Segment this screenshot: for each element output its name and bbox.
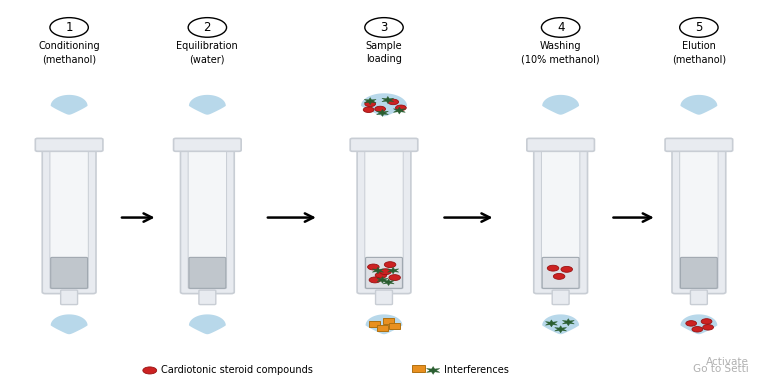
Circle shape — [143, 367, 157, 374]
FancyBboxPatch shape — [680, 258, 717, 289]
Circle shape — [188, 18, 227, 37]
Circle shape — [561, 267, 572, 272]
Circle shape — [548, 265, 559, 271]
Polygon shape — [364, 98, 376, 105]
FancyBboxPatch shape — [552, 290, 569, 305]
Circle shape — [703, 325, 713, 330]
Text: Interferences: Interferences — [444, 365, 508, 376]
FancyBboxPatch shape — [180, 142, 234, 294]
Polygon shape — [680, 95, 717, 115]
Polygon shape — [554, 326, 567, 333]
FancyBboxPatch shape — [527, 138, 594, 151]
Polygon shape — [51, 95, 88, 115]
Circle shape — [363, 107, 374, 113]
FancyBboxPatch shape — [51, 258, 88, 289]
Circle shape — [554, 274, 565, 279]
FancyBboxPatch shape — [383, 318, 394, 324]
Text: Activate: Activate — [706, 356, 749, 367]
Circle shape — [369, 277, 381, 283]
Text: 2: 2 — [204, 21, 211, 34]
FancyBboxPatch shape — [542, 258, 579, 289]
Circle shape — [379, 269, 391, 275]
Circle shape — [692, 327, 703, 332]
Text: Conditioning
(methanol): Conditioning (methanol) — [38, 41, 100, 64]
FancyBboxPatch shape — [377, 325, 388, 331]
FancyBboxPatch shape — [376, 290, 392, 305]
Circle shape — [389, 275, 400, 281]
FancyBboxPatch shape — [541, 149, 580, 289]
Polygon shape — [542, 95, 579, 115]
Circle shape — [365, 18, 403, 37]
FancyBboxPatch shape — [534, 142, 588, 294]
FancyBboxPatch shape — [366, 258, 402, 289]
Polygon shape — [189, 95, 226, 115]
Circle shape — [375, 106, 386, 112]
Polygon shape — [366, 314, 402, 334]
Text: Go to Setti: Go to Setti — [693, 364, 749, 374]
Text: Washing
(10% methanol): Washing (10% methanol) — [521, 41, 600, 64]
FancyBboxPatch shape — [690, 290, 707, 305]
FancyBboxPatch shape — [199, 290, 216, 305]
Polygon shape — [562, 319, 574, 326]
Polygon shape — [376, 109, 389, 116]
Polygon shape — [545, 320, 558, 327]
Text: 4: 4 — [557, 21, 564, 34]
Circle shape — [384, 262, 396, 268]
FancyBboxPatch shape — [365, 149, 403, 289]
FancyBboxPatch shape — [42, 142, 96, 294]
Circle shape — [388, 99, 399, 105]
Circle shape — [376, 272, 387, 278]
FancyBboxPatch shape — [35, 138, 103, 151]
Polygon shape — [680, 314, 717, 334]
Circle shape — [50, 18, 88, 37]
Circle shape — [686, 321, 697, 326]
FancyBboxPatch shape — [369, 321, 380, 327]
FancyBboxPatch shape — [412, 365, 425, 372]
FancyBboxPatch shape — [665, 138, 733, 151]
Polygon shape — [382, 96, 394, 103]
FancyBboxPatch shape — [174, 138, 241, 151]
FancyBboxPatch shape — [50, 149, 88, 289]
Text: Equilibration
(water): Equilibration (water) — [177, 41, 238, 64]
Polygon shape — [372, 267, 383, 274]
FancyBboxPatch shape — [672, 142, 726, 294]
Polygon shape — [426, 367, 440, 374]
Polygon shape — [189, 314, 226, 334]
Polygon shape — [542, 314, 579, 334]
Polygon shape — [388, 267, 399, 274]
Circle shape — [680, 18, 718, 37]
Polygon shape — [383, 279, 394, 286]
Polygon shape — [377, 277, 388, 283]
FancyBboxPatch shape — [188, 149, 227, 289]
Text: Cardiotonic steroid compounds: Cardiotonic steroid compounds — [161, 365, 313, 376]
FancyBboxPatch shape — [350, 138, 418, 151]
Circle shape — [701, 319, 712, 324]
Text: Sample
loading: Sample loading — [366, 41, 402, 64]
FancyBboxPatch shape — [680, 149, 718, 289]
Text: 3: 3 — [380, 21, 388, 34]
Circle shape — [396, 105, 406, 111]
Polygon shape — [51, 314, 88, 334]
FancyBboxPatch shape — [357, 142, 411, 294]
Circle shape — [368, 264, 379, 270]
FancyBboxPatch shape — [389, 323, 400, 329]
Text: Elution
(methanol): Elution (methanol) — [672, 41, 726, 64]
Text: 5: 5 — [695, 21, 703, 34]
Text: 1: 1 — [65, 21, 73, 34]
FancyBboxPatch shape — [61, 290, 78, 305]
Polygon shape — [361, 93, 407, 116]
Polygon shape — [393, 107, 406, 114]
Circle shape — [541, 18, 580, 37]
FancyBboxPatch shape — [189, 258, 226, 289]
Circle shape — [365, 101, 376, 107]
